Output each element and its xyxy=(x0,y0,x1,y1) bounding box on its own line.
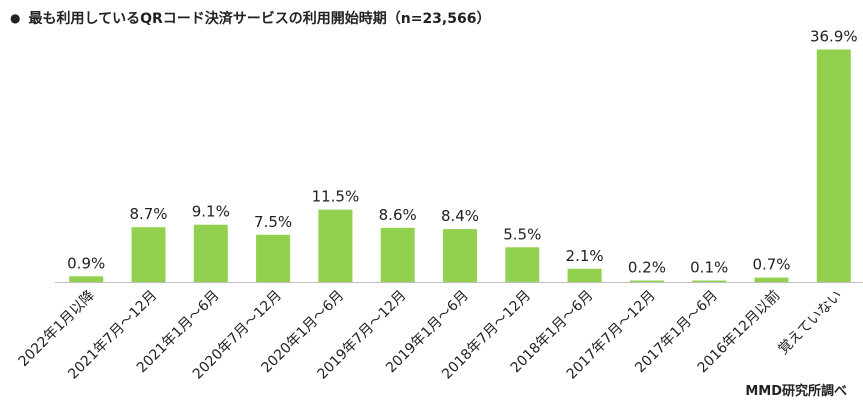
bar xyxy=(567,268,602,282)
bar xyxy=(193,224,228,282)
bar xyxy=(505,247,540,282)
chart-title-text: 最も利用しているQRコード決済サービスの利用開始時期（n=23,566） xyxy=(28,11,491,27)
data-label: 11.5% xyxy=(312,188,360,206)
data-label: 9.1% xyxy=(192,203,230,221)
data-label: 2.1% xyxy=(566,247,604,265)
data-label: 8.6% xyxy=(379,206,417,224)
bar xyxy=(754,277,789,282)
x-tick-label: 覚えていない xyxy=(775,288,845,358)
data-label: 36.9% xyxy=(810,28,858,46)
bar xyxy=(131,227,166,282)
bar xyxy=(816,49,851,282)
bar xyxy=(69,276,104,282)
title-bullet-icon: ● xyxy=(10,11,21,25)
data-label: 0.2% xyxy=(628,259,666,277)
bar xyxy=(443,229,477,282)
data-label: 7.5% xyxy=(254,213,292,231)
bar xyxy=(318,209,353,283)
data-label: 8.7% xyxy=(129,205,167,223)
data-label: 0.9% xyxy=(67,254,105,272)
data-label: 0.1% xyxy=(690,259,728,277)
bar xyxy=(692,280,727,282)
source-credit: MMD研究所調べ xyxy=(745,384,847,399)
data-label: 5.5% xyxy=(503,225,541,243)
data-label: 0.7% xyxy=(752,256,790,274)
bar xyxy=(256,234,291,283)
chart-title: ● 最も利用しているQRコード決済サービスの利用開始時期（n=23,566） xyxy=(10,8,490,28)
bar xyxy=(629,280,664,282)
bar xyxy=(380,227,415,282)
data-label: 8.4% xyxy=(441,207,479,225)
